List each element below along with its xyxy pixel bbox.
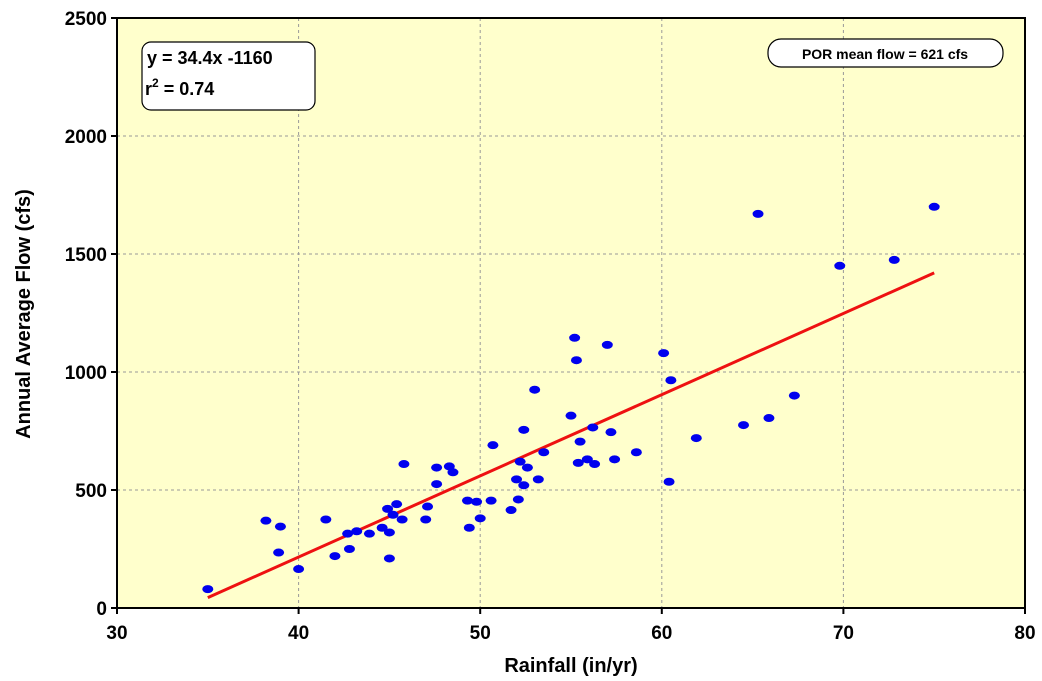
data-point: [665, 376, 677, 385]
data-point: [512, 495, 524, 504]
data-point: [260, 516, 272, 525]
data-point: [609, 455, 621, 464]
data-point: [274, 522, 286, 531]
y-tick-label: 1000: [65, 363, 107, 384]
data-point: [487, 441, 499, 450]
data-point: [376, 523, 388, 532]
y-tick-label: 0: [96, 599, 107, 620]
trendline: [207, 271, 935, 599]
data-point: [320, 515, 332, 524]
data-point: [788, 391, 800, 400]
por-mean-box: POR mean flow = 621 cfs: [767, 38, 1004, 68]
data-point: [342, 529, 354, 538]
x-tick-label: 80: [1014, 623, 1035, 644]
plot-area: [117, 18, 1025, 608]
data-point: [202, 585, 214, 594]
data-point: [474, 514, 486, 523]
y-tick-label: 500: [75, 481, 107, 502]
y-tick-label: 1500: [65, 245, 107, 266]
data-point: [447, 468, 459, 477]
data-point: [928, 202, 940, 211]
data-point: [273, 548, 285, 557]
data-point: [383, 528, 395, 537]
data-point: [471, 497, 483, 506]
equation-text: y = 34.4x -1160: [147, 48, 273, 68]
data-point: [398, 460, 410, 469]
data-point: [538, 448, 550, 457]
data-point: [463, 523, 475, 532]
data-point: [738, 421, 750, 430]
x-tick-label: 40: [288, 623, 309, 644]
data-point: [589, 460, 601, 469]
data-point: [581, 455, 593, 464]
data-point: [431, 463, 443, 472]
data-points: [202, 202, 940, 594]
r-squared-prefix: r: [145, 79, 152, 99]
data-point: [752, 209, 764, 218]
data-point: [485, 496, 497, 505]
r-squared-superscript: 2: [152, 76, 159, 90]
data-point: [572, 458, 584, 467]
data-point: [514, 457, 526, 466]
x-tick-label: 60: [651, 623, 672, 644]
data-point: [431, 480, 443, 489]
x-tick-label: 50: [470, 623, 491, 644]
por-mean-frame: [767, 38, 1004, 68]
y-tick-label: 2000: [65, 127, 107, 148]
equation-box-frame: [141, 41, 316, 111]
equation-box: y = 34.4x -1160 r2 = 0.74: [141, 41, 316, 111]
data-point: [505, 506, 517, 515]
data-point: [601, 340, 613, 349]
data-point: [532, 475, 544, 484]
data-point: [518, 481, 530, 490]
data-point: [574, 437, 586, 446]
data-point: [511, 475, 523, 484]
r-squared-text: r2 = 0.74: [145, 76, 214, 99]
data-point: [565, 411, 577, 420]
x-tick-label: 70: [833, 623, 854, 644]
x-tick-label: 30: [106, 623, 127, 644]
r-squared-value: = 0.74: [159, 79, 215, 99]
x-axis-title: Rainfall (in/yr): [504, 655, 637, 677]
data-point: [363, 529, 375, 538]
data-point: [763, 414, 775, 423]
data-point: [351, 527, 363, 536]
data-point: [529, 385, 541, 394]
data-point: [663, 477, 675, 486]
data-point: [387, 510, 399, 519]
data-point: [383, 554, 395, 563]
y-tick-label: 2500: [65, 9, 107, 30]
data-point: [329, 552, 341, 561]
data-point: [422, 502, 434, 511]
data-point: [834, 261, 846, 270]
data-point: [382, 504, 394, 513]
data-point: [630, 448, 642, 457]
data-point: [461, 496, 473, 505]
plot-frame: [116, 17, 1026, 609]
data-point: [569, 333, 581, 342]
por-mean-text: POR mean flow = 621 cfs: [802, 46, 968, 62]
y-tick-labels: 0 500 1000 1500 2000 2500: [65, 9, 107, 620]
data-point: [605, 428, 617, 437]
x-tick-labels: 30 40 50 60 70 80: [106, 623, 1035, 644]
data-point: [391, 500, 403, 509]
data-point: [521, 463, 533, 472]
data-point: [293, 565, 305, 574]
data-point: [420, 515, 432, 524]
data-point: [658, 349, 670, 358]
axes: [111, 17, 1026, 614]
data-point: [396, 515, 408, 524]
y-axis-title: Annual Average Flow (cfs): [13, 189, 35, 439]
data-point: [690, 434, 702, 443]
data-point: [888, 255, 900, 264]
data-point: [343, 545, 355, 553]
data-point: [570, 356, 582, 365]
data-point: [587, 423, 599, 432]
data-point: [518, 425, 530, 434]
